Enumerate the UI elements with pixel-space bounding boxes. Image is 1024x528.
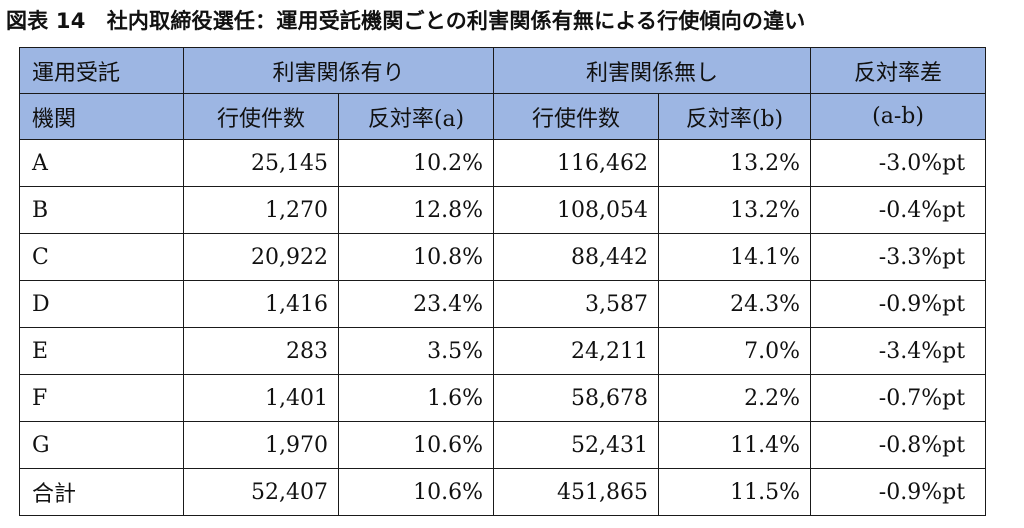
votes-without-interest: 24,211 — [493, 327, 660, 375]
total-label: 合計 — [19, 468, 184, 516]
table-row: A 25,145 10.2% 116,462 13.2% -3.0%pt — [19, 139, 987, 187]
agency-name: C — [19, 233, 184, 281]
agency-name: F — [19, 374, 184, 422]
rate-difference: -0.7%pt — [810, 374, 987, 422]
header-rate-b: 反対率(b) — [658, 93, 812, 140]
votes-with-interest: 1,270 — [183, 186, 339, 234]
votes-with-interest: 52,407 — [183, 468, 339, 516]
votes-without-interest: 108,054 — [493, 186, 660, 234]
rate-difference: -3.4%pt — [810, 327, 987, 375]
agency-name: A — [19, 139, 184, 187]
header-agency-line1: 運用受託 — [19, 47, 184, 94]
rate-with-interest: 23.4% — [337, 280, 495, 328]
header-votes-b: 行使件数 — [493, 93, 660, 140]
rate-with-interest: 3.5% — [337, 327, 495, 375]
rate-with-interest: 1.6% — [337, 374, 495, 422]
rate-with-interest: 10.6% — [337, 421, 495, 469]
table-header: 運用受託 利害関係有り 利害関係無し 反対率差 機関 行使件数 反対率(a) 行… — [19, 47, 987, 140]
table-row: G 1,970 10.6% 52,431 11.4% -0.8%pt — [19, 421, 987, 469]
votes-without-interest: 52,431 — [493, 421, 660, 469]
header-diff-line2: (a-b) — [810, 93, 987, 140]
rate-without-interest: 13.2% — [658, 139, 812, 187]
votes-without-interest: 88,442 — [493, 233, 660, 281]
rate-with-interest: 10.2% — [337, 139, 495, 187]
rate-without-interest: 14.1% — [658, 233, 812, 281]
total-row: 合計 52,407 10.6% 451,865 11.5% -0.9%pt — [19, 468, 987, 516]
table-body: A 25,145 10.2% 116,462 13.2% -3.0%pt B 1… — [19, 139, 987, 516]
rate-without-interest: 13.2% — [658, 186, 812, 234]
rate-without-interest: 11.4% — [658, 421, 812, 469]
header-agency-line2: 機関 — [19, 93, 184, 140]
votes-without-interest: 58,678 — [493, 374, 660, 422]
header-votes-a: 行使件数 — [183, 93, 339, 140]
table-row: F 1,401 1.6% 58,678 2.2% -0.7%pt — [19, 374, 987, 422]
table-row: C 20,922 10.8% 88,442 14.1% -3.3%pt — [19, 233, 987, 281]
figure-title: 図表 14 社内取締役選任：運用受託機関ごとの利害関係有無による行使傾向の違い — [6, 9, 806, 33]
agency-name: G — [19, 421, 184, 469]
rate-without-interest: 11.5% — [658, 468, 812, 516]
rate-with-interest: 12.8% — [337, 186, 495, 234]
rate-with-interest: 10.8% — [337, 233, 495, 281]
table-row: B 1,270 12.8% 108,054 13.2% -0.4%pt — [19, 186, 987, 234]
rate-without-interest: 7.0% — [658, 327, 812, 375]
agency-name: E — [19, 327, 184, 375]
rate-with-interest: 10.6% — [337, 468, 495, 516]
header-row-2: 機関 行使件数 反対率(a) 行使件数 反対率(b) (a-b) — [19, 93, 987, 140]
rate-difference: -3.3%pt — [810, 233, 987, 281]
table-row: D 1,416 23.4% 3,587 24.3% -0.9%pt — [19, 280, 987, 328]
votes-with-interest: 25,145 — [183, 139, 339, 187]
rate-without-interest: 24.3% — [658, 280, 812, 328]
header-row-1: 運用受託 利害関係有り 利害関係無し 反対率差 — [19, 47, 987, 94]
votes-without-interest: 116,462 — [493, 139, 660, 187]
voting-table: 運用受託 利害関係有り 利害関係無し 反対率差 機関 行使件数 反対率(a) 行… — [19, 47, 987, 516]
votes-with-interest: 1,970 — [183, 421, 339, 469]
rate-difference: -0.9%pt — [810, 280, 987, 328]
header-without-interest: 利害関係無し — [493, 47, 812, 94]
rate-difference: -3.0%pt — [810, 139, 987, 187]
rate-difference: -0.4%pt — [810, 186, 987, 234]
table-row: E 283 3.5% 24,211 7.0% -3.4%pt — [19, 327, 987, 375]
votes-with-interest: 1,416 — [183, 280, 339, 328]
rate-difference: -0.8%pt — [810, 421, 987, 469]
header-diff-line1: 反対率差 — [810, 47, 987, 94]
rate-without-interest: 2.2% — [658, 374, 812, 422]
header-with-interest: 利害関係有り — [182, 47, 495, 94]
votes-with-interest: 1,401 — [183, 374, 339, 422]
header-rate-a: 反対率(a) — [337, 93, 495, 140]
votes-with-interest: 20,922 — [183, 233, 339, 281]
votes-without-interest: 451,865 — [493, 468, 660, 516]
votes-with-interest: 283 — [183, 327, 339, 375]
agency-name: D — [19, 280, 184, 328]
agency-name: B — [19, 186, 184, 234]
votes-without-interest: 3,587 — [493, 280, 660, 328]
rate-difference: -0.9%pt — [810, 468, 987, 516]
